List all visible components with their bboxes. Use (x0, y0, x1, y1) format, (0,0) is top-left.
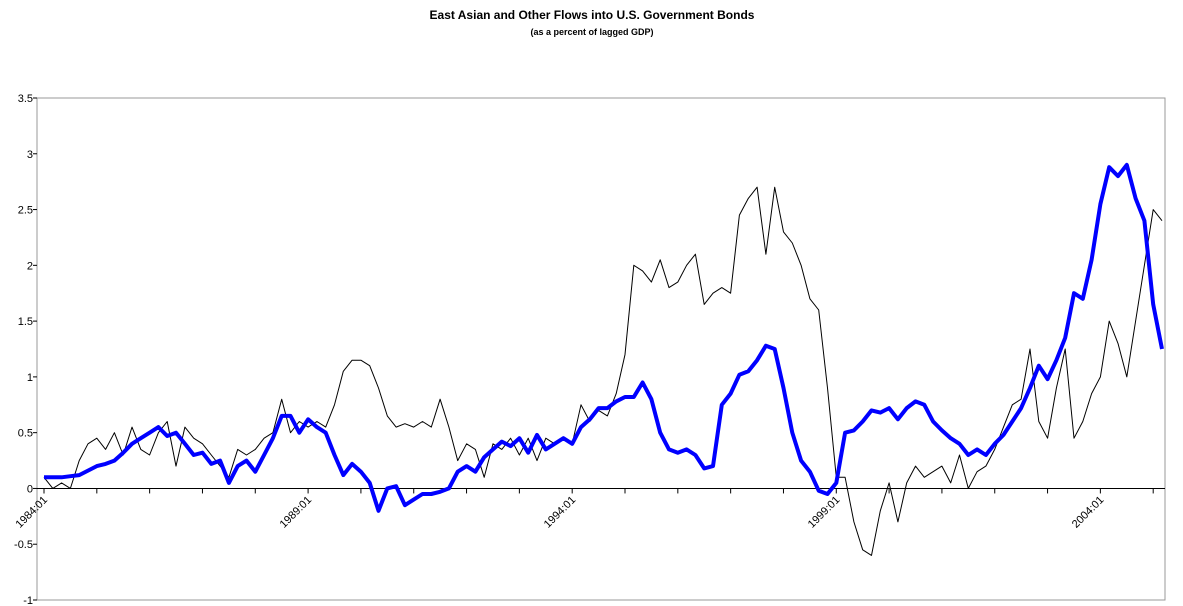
x-tick-label: 1999:01 (806, 494, 843, 531)
chart-title: East Asian and Other Flows into U.S. Gov… (430, 8, 755, 22)
x-tick-label: 1994:01 (542, 494, 579, 531)
x-tick-label: 2004:01 (1070, 494, 1107, 531)
series-line (44, 162, 1164, 513)
y-tick-label: 3 (27, 149, 33, 161)
y-tick-label: 3.5 (18, 93, 33, 105)
y-tick-label: 2.5 (18, 205, 33, 217)
y-tick-label: 1 (27, 372, 33, 384)
chart-subtitle: (as a percent of lagged GDP) (530, 27, 653, 37)
y-tick-label: 2 (27, 260, 33, 272)
y-tick-label: -1 (23, 595, 33, 606)
plot-area (36, 97, 1166, 601)
y-tick-label: -0.5 (14, 539, 33, 551)
y-tick-label: 0.5 (18, 428, 33, 440)
x-tick-label: 1989:01 (278, 494, 315, 531)
y-tick-label: 1.5 (18, 316, 33, 328)
series-line (43, 186, 1163, 556)
y-tick-label: 0 (27, 483, 33, 495)
x-tick-label: 1984:01 (14, 494, 51, 531)
